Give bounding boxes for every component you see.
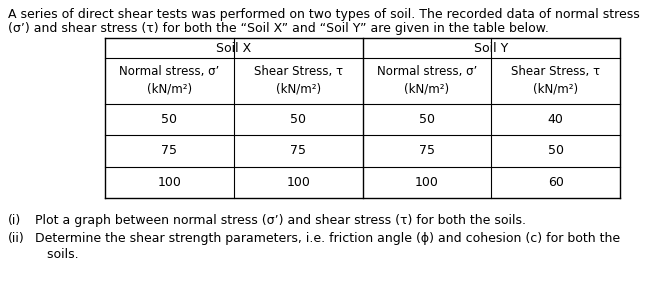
Text: (kN/m²): (kN/m²) [533,83,578,96]
Text: (ii): (ii) [8,232,25,245]
Text: 100: 100 [157,176,182,189]
Text: Normal stress, σ’: Normal stress, σ’ [119,65,220,78]
Text: Determine the shear strength parameters, i.e. friction angle (ϕ) and cohesion (c: Determine the shear strength parameters,… [35,232,620,245]
Text: 75: 75 [290,144,306,158]
Text: 75: 75 [419,144,435,158]
Text: 100: 100 [415,176,439,189]
Text: Soil X: Soil X [216,42,251,54]
Text: (i): (i) [8,214,21,227]
Text: Plot a graph between normal stress (σ’) and shear stress (τ) for both the soils.: Plot a graph between normal stress (σ’) … [35,214,526,227]
Text: (kN/m²): (kN/m²) [147,83,192,96]
Text: (kN/m²): (kN/m²) [275,83,321,96]
Text: 50: 50 [290,113,306,126]
Text: Shear Stress, τ: Shear Stress, τ [511,65,600,78]
Text: Shear Stress, τ: Shear Stress, τ [253,65,342,78]
Text: 50: 50 [161,113,178,126]
Text: 100: 100 [286,176,310,189]
Text: 75: 75 [161,144,178,158]
Text: (σ’) and shear stress (τ) for both the “Soil X” and “Soil Y” are given in the ta: (σ’) and shear stress (τ) for both the “… [8,22,549,35]
Text: 50: 50 [547,144,563,158]
Text: Soil Y: Soil Y [474,42,509,54]
Text: A series of direct shear tests was performed on two types of soil. The recorded : A series of direct shear tests was perfo… [8,8,640,21]
Text: 60: 60 [547,176,563,189]
Text: 50: 50 [419,113,435,126]
Text: soils.: soils. [35,248,78,261]
Text: 40: 40 [547,113,563,126]
Text: (kN/m²): (kN/m²) [404,83,450,96]
Text: Normal stress, σ’: Normal stress, σ’ [377,65,477,78]
